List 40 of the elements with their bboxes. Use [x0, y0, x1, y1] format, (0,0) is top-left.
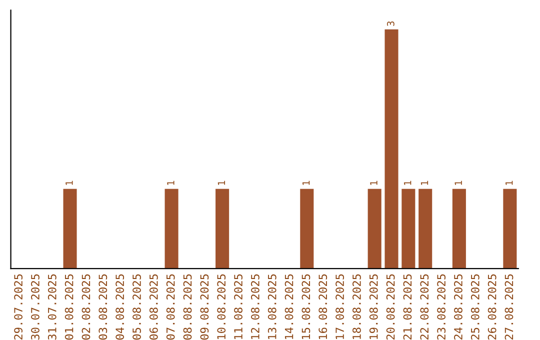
- x-tick-label: 13.08.2025: [268, 274, 276, 340]
- x-tick-label: 07.08.2025: [166, 274, 175, 340]
- x-tick-label: 01.08.2025: [64, 274, 74, 340]
- x-tick-label: 29.07.2025: [14, 274, 23, 340]
- data-label: 1: [370, 180, 378, 185]
- data-label: 1: [420, 180, 428, 185]
- x-tick-label: 23.08.2025: [437, 274, 446, 340]
- x-tick-label: 21.08.2025: [403, 274, 412, 340]
- x-tick-label: 15.08.2025: [302, 274, 310, 340]
- x-tick-label: 06.08.2025: [149, 274, 158, 340]
- x-tick-label: 11.08.2025: [234, 274, 242, 340]
- x-tick-label: 08.08.2025: [183, 274, 192, 340]
- x-tick-label: 16.08.2025: [318, 274, 328, 340]
- data-label: 3: [386, 21, 394, 26]
- x-tick-label: 05.08.2025: [132, 274, 141, 340]
- data-label: 1: [506, 180, 513, 185]
- x-tick-label: 25.08.2025: [470, 274, 480, 340]
- data-label: 1: [66, 180, 73, 185]
- x-tick-label: 22.08.2025: [420, 274, 429, 340]
- x-tick-label: 09.08.2025: [200, 274, 209, 340]
- x-tick-label: 26.08.2025: [488, 274, 496, 340]
- x-tick-label: 18.08.2025: [352, 274, 361, 340]
- x-tick-label: 12.08.2025: [250, 274, 260, 340]
- x-tick-label: 03.08.2025: [98, 274, 108, 340]
- x-tick-label: 17.08.2025: [336, 274, 344, 340]
- x-tick-label: 14.08.2025: [284, 274, 294, 340]
- x-tick-label: 30.07.2025: [31, 274, 40, 340]
- x-tick-label: 02.08.2025: [82, 274, 90, 340]
- x-tick-label: 31.07.2025: [48, 274, 56, 340]
- x-tick-label: 04.08.2025: [116, 274, 124, 340]
- x-tick-label: 20.08.2025: [386, 274, 395, 340]
- x-tick-label: 24.08.2025: [454, 274, 462, 340]
- x-tick-label: 10.08.2025: [217, 274, 226, 340]
- x-tick-label: 19.08.2025: [369, 274, 378, 340]
- data-label: 1: [454, 180, 462, 185]
- data-label: 1: [167, 180, 174, 185]
- data-label: 1: [218, 180, 226, 185]
- data-label: 1: [302, 180, 310, 185]
- x-tick-label: 27.08.2025: [504, 274, 514, 340]
- data-label: 1: [404, 180, 412, 185]
